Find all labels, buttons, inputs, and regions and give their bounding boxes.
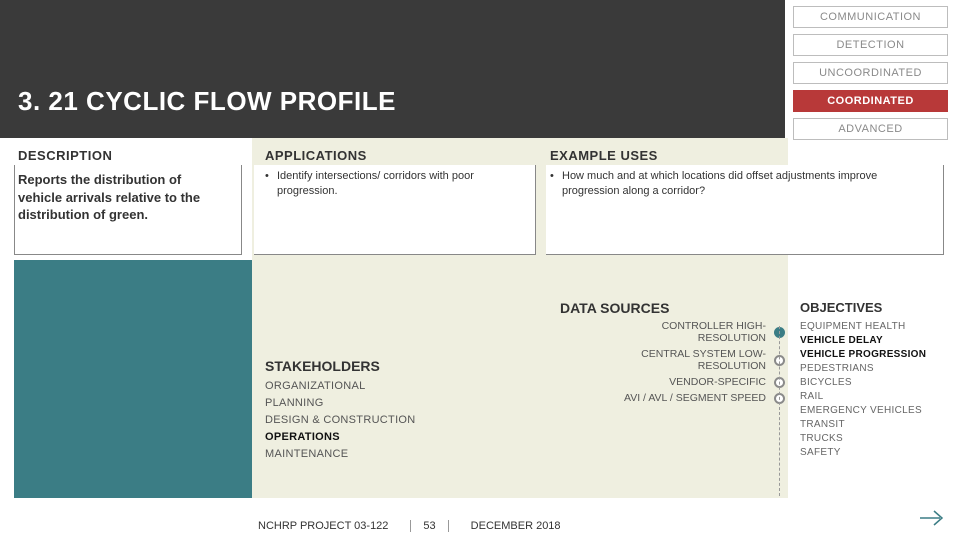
uses-column: EXAMPLE USES How much and at which locat… bbox=[550, 148, 930, 203]
objective-item: TRANSIT bbox=[800, 419, 945, 430]
description-text: Reports the distribution of vehicle arri… bbox=[18, 171, 228, 224]
data-sources-rule bbox=[779, 326, 780, 496]
data-sources-heading: DATA SOURCES bbox=[560, 300, 785, 316]
footer: NCHRP PROJECT 03-122 53 DECEMBER 2018 bbox=[258, 520, 561, 532]
tag-coordinated: COORDINATED bbox=[793, 90, 948, 112]
applications-list: Identify intersections/ corridors with p… bbox=[265, 169, 525, 199]
objectives-list: EQUIPMENT HEALTH VEHICLE DELAY VEHICLE P… bbox=[800, 321, 945, 458]
next-arrow-icon[interactable] bbox=[918, 508, 946, 528]
header-band bbox=[0, 0, 785, 138]
objective-item: RAIL bbox=[800, 391, 945, 402]
footer-date: DECEMBER 2018 bbox=[471, 520, 561, 532]
applications-column: APPLICATIONS Identify intersections/ cor… bbox=[265, 148, 525, 203]
footer-page: 53 bbox=[410, 520, 448, 532]
objective-item: TRUCKS bbox=[800, 433, 945, 444]
page-title: 3. 21 CYCLIC FLOW PROFILE bbox=[18, 86, 396, 117]
objective-item: EMERGENCY VEHICLES bbox=[800, 405, 945, 416]
stakeholder-item: ORGANIZATIONAL bbox=[265, 380, 515, 392]
stakeholders-heading: STAKEHOLDERS bbox=[265, 358, 515, 374]
stakeholder-item: DESIGN & CONSTRUCTION bbox=[265, 414, 515, 426]
data-source-row: CENTRAL SYSTEM LOW-RESOLUTION bbox=[560, 348, 785, 372]
data-source-label: AVI / AVL / SEGMENT SPEED bbox=[624, 392, 766, 404]
stakeholder-item: MAINTENANCE bbox=[265, 448, 515, 460]
application-item: Identify intersections/ corridors with p… bbox=[265, 169, 525, 199]
objective-item: PEDESTRIANS bbox=[800, 363, 945, 374]
stakeholder-item: PLANNING bbox=[265, 397, 515, 409]
objective-item: VEHICLE PROGRESSION bbox=[800, 349, 945, 360]
objective-item: EQUIPMENT HEALTH bbox=[800, 321, 945, 332]
data-source-label: VENDOR-SPECIFIC bbox=[669, 376, 766, 388]
tag-stack: COMMUNICATION DETECTION UNCOORDINATED CO… bbox=[793, 6, 948, 140]
stakeholder-item: OPERATIONS bbox=[265, 431, 515, 443]
tag-uncoordinated: UNCOORDINATED bbox=[793, 62, 948, 84]
applications-heading: APPLICATIONS bbox=[265, 148, 525, 163]
data-source-row: VENDOR-SPECIFIC bbox=[560, 376, 785, 388]
description-heading: DESCRIPTION bbox=[18, 148, 228, 163]
stakeholders-list: ORGANIZATIONAL PLANNING DESIGN & CONSTRU… bbox=[265, 380, 515, 460]
uses-list: How much and at which locations did offs… bbox=[550, 169, 930, 199]
uses-heading: EXAMPLE USES bbox=[550, 148, 930, 163]
description-column: DESCRIPTION Reports the distribution of … bbox=[18, 148, 228, 224]
tag-communication: COMMUNICATION bbox=[793, 6, 948, 28]
data-sources-block: DATA SOURCES CONTROLLER HIGH-RESOLUTION … bbox=[560, 300, 785, 408]
objectives-heading: OBJECTIVES bbox=[800, 300, 945, 315]
use-item: How much and at which locations did offs… bbox=[550, 169, 930, 199]
teal-accent-block bbox=[14, 260, 252, 498]
data-source-row: AVI / AVL / SEGMENT SPEED bbox=[560, 392, 785, 404]
tag-detection: DETECTION bbox=[793, 34, 948, 56]
data-source-label: CENTRAL SYSTEM LOW-RESOLUTION bbox=[616, 348, 766, 372]
tag-advanced: ADVANCED bbox=[793, 118, 948, 140]
stakeholders-block: STAKEHOLDERS ORGANIZATIONAL PLANNING DES… bbox=[265, 358, 515, 465]
objective-item: SAFETY bbox=[800, 447, 945, 458]
objective-item: BICYCLES bbox=[800, 377, 945, 388]
data-source-label: CONTROLLER HIGH-RESOLUTION bbox=[616, 320, 766, 344]
data-source-row: CONTROLLER HIGH-RESOLUTION bbox=[560, 320, 785, 344]
objective-item: VEHICLE DELAY bbox=[800, 335, 945, 346]
footer-project: NCHRP PROJECT 03-122 bbox=[258, 520, 388, 532]
objectives-block: OBJECTIVES EQUIPMENT HEALTH VEHICLE DELA… bbox=[800, 300, 945, 461]
